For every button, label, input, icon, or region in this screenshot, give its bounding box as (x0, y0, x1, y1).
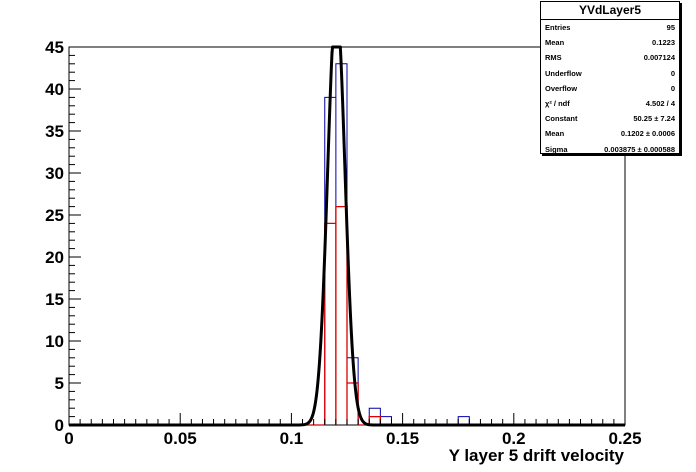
stats-value: 0.1202 ± 0.0006 (620, 129, 675, 139)
stats-label: Constant (545, 114, 578, 124)
stats-value: 0 (670, 83, 675, 93)
y-axis: 0 5 10 15 20 25 30 35 40 45 (45, 38, 81, 435)
stats-value: 0.007124 (643, 53, 675, 63)
x-axis-title: Y layer 5 drift velocity (449, 446, 625, 465)
histogram-bin (336, 207, 347, 425)
x-axis: 0 0.05 0.1 0.15 0.2 0.25 (64, 413, 642, 448)
stats-label: χ² / ndf (545, 98, 570, 108)
y-tick-label: 30 (45, 164, 64, 183)
x-tick-label: 0.1 (280, 429, 304, 448)
stats-label: RMS (545, 53, 562, 63)
stats-row: Underflow 0 (541, 66, 679, 81)
gaussian-fit (68, 45, 626, 427)
stats-row: Constant 50.25 ± 7.24 (541, 111, 679, 126)
x-tick-label: 0.25 (608, 429, 641, 448)
stats-row: Overflow 0 (541, 81, 679, 96)
stats-label: Overflow (545, 83, 578, 93)
y-tick-label: 0 (55, 416, 64, 435)
stats-box: YVdLayer5 Entries 95 Mean 0.1223 RMS 0.007124… (540, 1, 680, 154)
stats-value: 0.003875 ± 0.000588 (604, 144, 675, 154)
x-tick-label: 0.2 (502, 429, 526, 448)
stats-label: Mean (545, 129, 565, 139)
stats-title: YVdLayer5 (541, 2, 679, 20)
histogram-bin (325, 97, 336, 425)
stats-row: χ² / ndf 4.502 / 4 (541, 96, 679, 111)
y-tick-label: 35 (45, 122, 64, 141)
stats-label: Mean (545, 38, 565, 48)
stats-value: 0.1223 (652, 38, 675, 48)
stats-row: Mean 0.1202 ± 0.0006 (541, 126, 679, 141)
histogram-bin (336, 64, 347, 425)
stats-row: Sigma 0.003875 ± 0.000588 (541, 142, 679, 157)
stats-value: 50.25 ± 7.24 (633, 114, 675, 124)
y-tick-label: 10 (45, 332, 64, 351)
stats-rows: Entries 95 Mean 0.1223 RMS 0.007124 Underflow 0… (541, 20, 679, 157)
stats-value: 4.502 / 4 (645, 98, 675, 108)
y-tick-label: 5 (55, 374, 64, 393)
stats-row: Entries 95 (541, 20, 679, 35)
x-tick-label: 0.05 (164, 429, 197, 448)
y-tick-label: 40 (45, 80, 64, 99)
fit-curve (68, 45, 626, 427)
stats-row: Mean 0.1223 (541, 35, 679, 50)
stats-label: Entries (545, 23, 571, 32)
x-tick-label: 0 (64, 429, 73, 448)
stats-value: 95 (666, 23, 675, 32)
y-tick-label: 20 (45, 248, 64, 267)
histogram-bin (325, 223, 336, 425)
x-tick-label: 0.15 (386, 429, 419, 448)
stats-label: Underflow (545, 68, 582, 78)
stats-value: 0 (670, 68, 675, 78)
y-tick-label: 15 (45, 290, 64, 309)
histogram-step-line (69, 205, 625, 426)
stats-label: Sigma (545, 144, 568, 154)
y-tick-label: 25 (45, 206, 64, 225)
stats-row: RMS 0.007124 (541, 50, 679, 65)
y-tick-label: 45 (45, 38, 64, 57)
